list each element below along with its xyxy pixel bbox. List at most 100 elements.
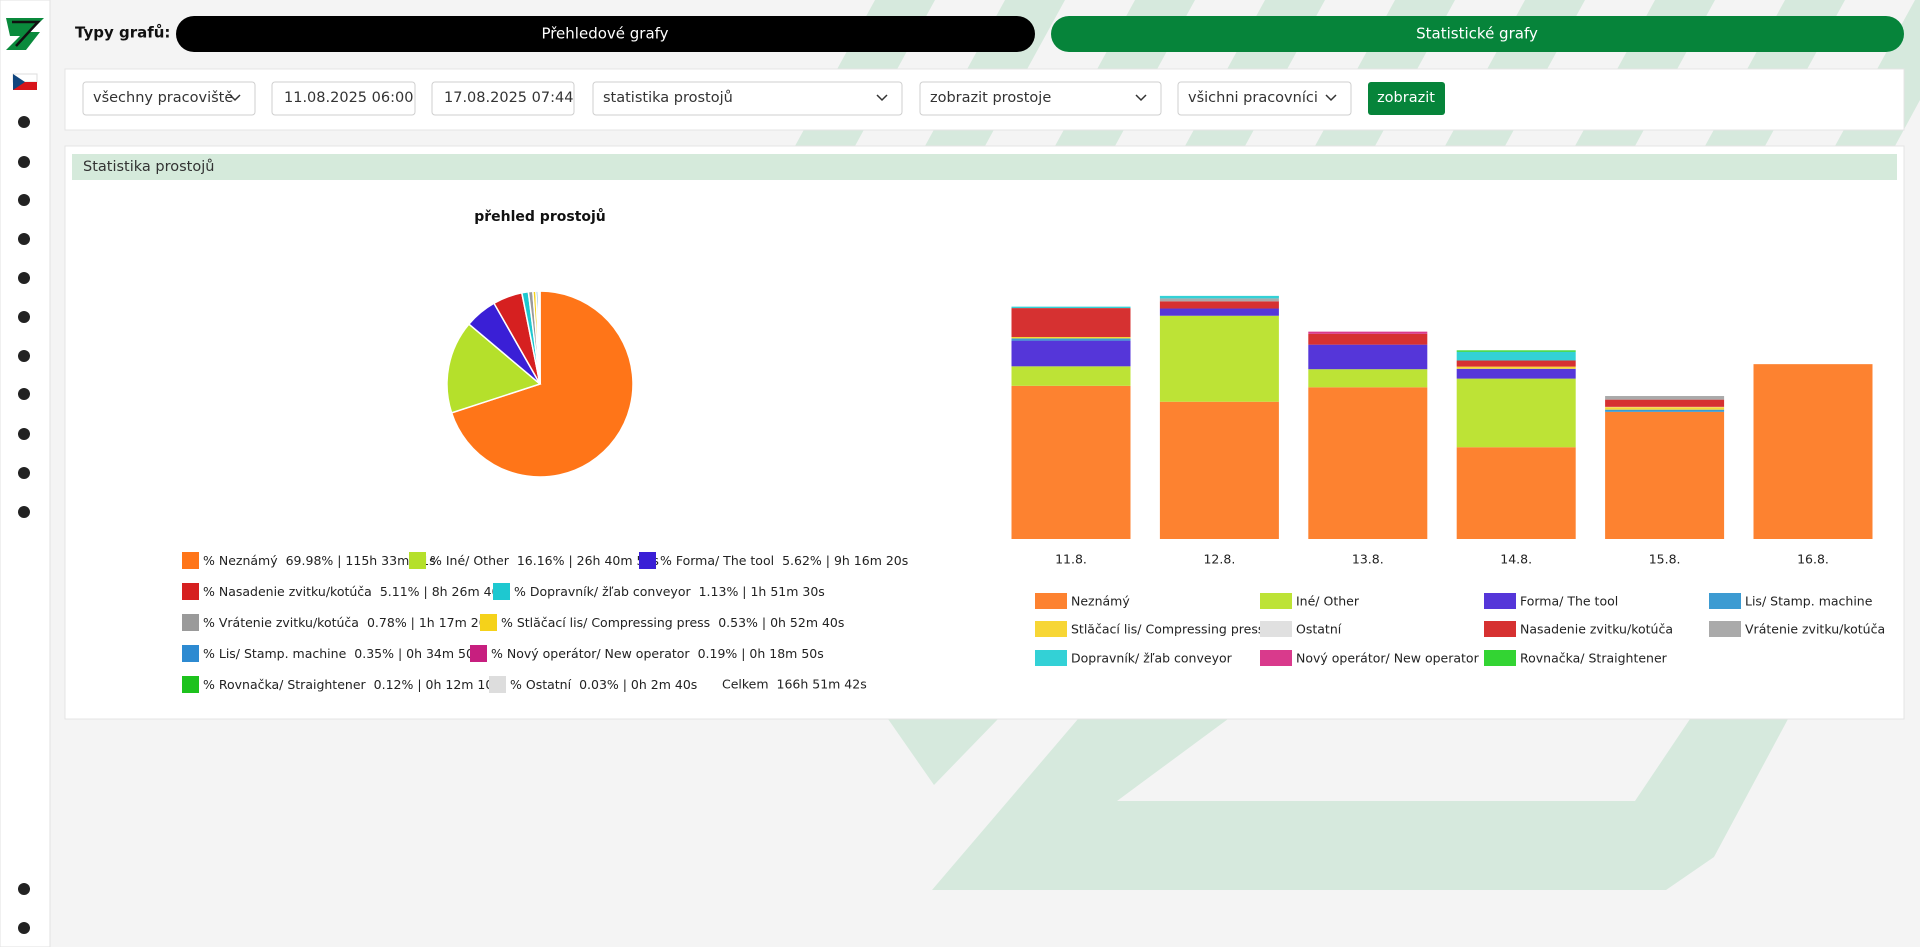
bar-segment <box>1159 301 1279 309</box>
bar-segment <box>1605 409 1725 412</box>
legend-swatch <box>1709 593 1741 609</box>
legend-swatch <box>1484 621 1516 637</box>
legend-swatch <box>470 645 487 662</box>
legend-entry: % Dopravník/ žľab conveyor 1.13% | 1h 51m… <box>514 584 825 599</box>
bar-segment <box>1159 315 1279 402</box>
legend-label: % Forma/ The tool <box>660 553 774 568</box>
nav-icon[interactable] <box>18 467 30 479</box>
from-input-value[interactable]: 11.08.2025 06:00 <box>284 90 413 106</box>
nav-icon[interactable] <box>18 883 30 895</box>
bar-segment <box>1456 368 1576 379</box>
bar-segment <box>1011 308 1131 337</box>
legend-label: % Lis/ Stamp. machine <box>203 646 347 661</box>
nav-icon[interactable] <box>18 233 30 245</box>
workplace-select-value[interactable]: všechny pracoviště <box>93 90 233 106</box>
nav-icon[interactable] <box>18 922 30 934</box>
legend-value: 0.35% | 0h 34m 50s <box>354 646 480 661</box>
submit-button[interactable] <box>1368 82 1445 115</box>
legend-label: Neznámý <box>1071 594 1130 609</box>
legend-label: Lis/ Stamp. machine <box>1745 594 1873 609</box>
legend-label: Ostatní <box>1296 622 1342 637</box>
report-select-value[interactable]: statistika prostojů <box>603 90 733 106</box>
tab-overview-label[interactable]: Přehledové grafy <box>541 25 668 43</box>
x-tick-label: 12.8. <box>1203 552 1235 567</box>
chevron <box>1135 94 1147 102</box>
legend-swatch <box>182 676 199 693</box>
nav-icon[interactable] <box>18 506 30 518</box>
legend-value: 5.62% | 9h 16m 20s <box>782 553 908 568</box>
mode-select[interactable] <box>919 81 1162 116</box>
legend-entry: % Ostatní 0.03% | 0h 2m 40s <box>510 677 697 692</box>
legend-entry: % Stlăčací lis/ Compressing press 0.53% |… <box>501 615 844 630</box>
legend-entry: % Forma/ The tool 5.62% | 9h 16m 20s <box>660 553 908 568</box>
bar-segment <box>1308 344 1428 370</box>
nav-icon[interactable] <box>18 272 30 284</box>
mode-select-value[interactable]: zobrazit prostoje <box>930 90 1051 106</box>
legend-swatch <box>493 583 510 600</box>
legend-label: Forma/ The tool <box>1520 594 1618 609</box>
legend-label: Stlăčací lis/ Compressing press <box>1071 622 1264 637</box>
bar-segment <box>1011 338 1131 341</box>
workers-select-value[interactable]: všichni pracovníci <box>1188 90 1318 106</box>
legend-label: % Nový operátor/ New operator <box>491 646 690 661</box>
legend-label: % Iné/ Other <box>430 553 510 568</box>
legend-swatch <box>1260 621 1292 637</box>
bar-segment <box>1456 378 1576 448</box>
logo[interactable] <box>6 18 44 50</box>
legend-swatch <box>182 552 199 569</box>
chart-types-label: Typy grafů: <box>75 24 170 42</box>
legend-entry: % Vrátenie zvitku/kotúča 0.78% | 1h 17m 2… <box>203 615 493 630</box>
nav-icon[interactable] <box>18 116 30 128</box>
bar-segment <box>1011 340 1131 367</box>
legend-entry: % Nový operátor/ New operator 0.19% | 0h … <box>491 646 824 661</box>
tab-statistics-label[interactable]: Statistické grafy <box>1416 25 1538 43</box>
workers-select[interactable] <box>1177 81 1352 116</box>
tab-overview[interactable] <box>176 16 1035 52</box>
legend-swatch <box>1035 650 1067 666</box>
bar-segment <box>1159 401 1279 539</box>
chevron <box>876 94 888 102</box>
legend-swatch <box>1035 621 1067 637</box>
legend-label: Iné/ Other <box>1296 594 1360 609</box>
legend-swatch <box>409 552 426 569</box>
from-input[interactable] <box>271 81 416 116</box>
legend-value: 0.19% | 0h 18m 50s <box>698 646 824 661</box>
bar-segment <box>1753 364 1873 539</box>
bar-segment <box>1456 366 1576 369</box>
legend-label: % Neznámý <box>203 553 278 568</box>
to-input[interactable] <box>431 81 575 116</box>
legend-label: Nový operátor/ New operator <box>1296 651 1480 666</box>
legend-label: % Rovnačka/ Straightener <box>203 677 367 692</box>
nav-icon[interactable] <box>18 388 30 400</box>
legend-value: 1.13% | 1h 51m 30s <box>699 584 825 599</box>
report-select[interactable] <box>592 81 903 116</box>
nav-icon[interactable] <box>18 156 30 168</box>
to-input-value[interactable]: 17.08.2025 07:44 <box>444 90 573 106</box>
legend-label: Rovnačka/ Straightener <box>1520 651 1668 666</box>
nav-icon[interactable] <box>18 350 30 362</box>
stats-panel <box>64 145 1905 720</box>
nav-icon[interactable] <box>18 194 30 206</box>
legend-swatch <box>1260 593 1292 609</box>
x-tick-label: 11.8. <box>1055 552 1087 567</box>
legend-label: % Ostatní <box>510 677 572 692</box>
submit-button-label[interactable]: zobrazit <box>1377 90 1435 106</box>
panel-title: Statistika prostojů <box>83 159 214 175</box>
pie-chart: % Neznámý 69.98% | 115h 33m 51s% Iné/ Oth… <box>182 290 908 693</box>
tab-statistics[interactable] <box>1051 16 1904 52</box>
legend-swatch <box>1709 621 1741 637</box>
language-flag[interactable] <box>12 73 38 90</box>
bar-segment <box>1456 350 1576 352</box>
legend-entry: % Lis/ Stamp. machine 0.35% | 0h 34m 50s <box>203 646 480 661</box>
bar-segment <box>1308 333 1428 345</box>
legend-entry: % Nasadenie zvitku/kotúča 5.11% | 8h 26m … <box>203 584 506 599</box>
nav-icon[interactable] <box>18 311 30 323</box>
pie-title: přehled prostojů <box>474 208 606 225</box>
bar-segment <box>1605 399 1725 407</box>
bar-segment <box>1308 331 1428 334</box>
legend-swatch <box>1484 593 1516 609</box>
legend-swatch <box>639 552 656 569</box>
nav-icon[interactable] <box>18 428 30 440</box>
workplace-select[interactable] <box>82 81 256 116</box>
